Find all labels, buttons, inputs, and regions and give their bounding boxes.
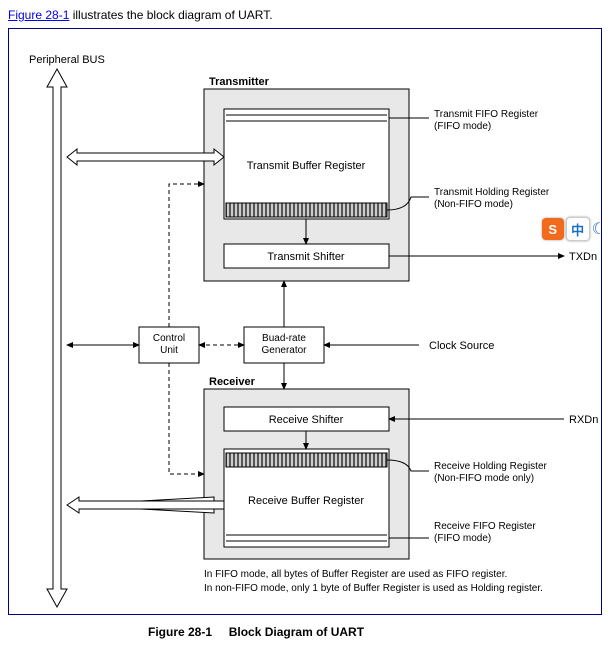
- baud-generator: Buad-rate Generator: [244, 327, 324, 363]
- rx-hatch: [226, 453, 387, 467]
- intro-text: Figure 28-1 illustrates the block diagra…: [8, 8, 608, 22]
- tx-buffer-label: Transmit Buffer Register: [247, 160, 366, 172]
- tx-hold-callout: Transmit Holding Register (Non-FIFO mode…: [387, 187, 550, 210]
- wide-arrow-bus-tx: [67, 149, 224, 165]
- svg-text:Transmit FIFO Register: Transmit FIFO Register: [434, 109, 539, 120]
- figure-caption: Figure 28-1 Block Diagram of UART: [8, 625, 608, 639]
- peripheral-bus: Peripheral BUS: [29, 54, 105, 607]
- figure-link[interactable]: Figure 28-1: [8, 8, 69, 22]
- dashed-ctrl-rx: [169, 363, 204, 474]
- svg-text:Generator: Generator: [261, 345, 307, 356]
- diagram-svg: Peripheral BUS Transmitter Transmit Buff…: [9, 29, 601, 614]
- tx-fifo-callout: Transmit FIFO Register (FIFO mode): [389, 109, 539, 132]
- note-1: In FIFO mode, all bytes of Buffer Regist…: [204, 569, 507, 580]
- ime-icon-zh[interactable]: 中: [566, 217, 590, 241]
- transmitter-group: Transmitter Transmit Buffer Register Tra…: [204, 76, 409, 281]
- svg-text:Control: Control: [153, 333, 185, 344]
- dashed-ctrl-tx: [169, 184, 204, 327]
- svg-text:Receive FIFO Register: Receive FIFO Register: [434, 521, 536, 532]
- svg-text:Buad-rate: Buad-rate: [262, 333, 306, 344]
- diagram-frame: Peripheral BUS Transmitter Transmit Buff…: [8, 28, 602, 615]
- intro-rest: illustrates the block diagram of UART.: [69, 8, 272, 22]
- tx-hatch: [226, 203, 387, 217]
- ime-widget: S 中 ☾: [542, 217, 606, 241]
- receiver-title: Receiver: [209, 376, 256, 388]
- peripheral-bus-label: Peripheral BUS: [29, 54, 105, 66]
- rx-shifter-label: Receive Shifter: [269, 414, 344, 426]
- txdn-label: TXDn: [569, 251, 597, 263]
- rxdn-label: RXDn: [569, 414, 598, 426]
- svg-text:(Non-FIFO mode only): (Non-FIFO mode only): [434, 473, 534, 484]
- moon-icon[interactable]: ☾: [592, 219, 606, 239]
- svg-text:Transmit Holding Register: Transmit Holding Register: [434, 187, 550, 198]
- rx-buffer-label: Receive Buffer Register: [248, 495, 364, 507]
- svg-text:Receive Holding Register: Receive Holding Register: [434, 461, 548, 472]
- note-2: In non-FIFO mode, only 1 byte of Buffer …: [204, 583, 543, 594]
- tx-shifter-label: Transmit Shifter: [267, 251, 345, 263]
- ime-icon-s[interactable]: S: [542, 218, 564, 240]
- svg-text:(FIFO mode): (FIFO mode): [434, 533, 491, 544]
- svg-text:(Non-FIFO mode): (Non-FIFO mode): [434, 199, 513, 210]
- caption-title: Block Diagram of UART: [229, 625, 364, 639]
- svg-text:Unit: Unit: [160, 345, 178, 356]
- svg-text:(FIFO mode): (FIFO mode): [434, 121, 491, 132]
- rx-fifo-callout: Receive FIFO Register (FIFO mode): [389, 521, 536, 544]
- rx-hold-callout: Receive Holding Register (Non-FIFO mode …: [387, 460, 548, 484]
- caption-fig: Figure 28-1: [148, 625, 212, 639]
- wide-arrow-rx-bus: [67, 497, 224, 513]
- transmitter-title: Transmitter: [209, 76, 270, 88]
- clock-source-label: Clock Source: [429, 340, 494, 352]
- receiver-group: Receiver Receive Shifter Receive Buffer …: [204, 376, 409, 559]
- control-unit: Control Unit: [139, 327, 199, 363]
